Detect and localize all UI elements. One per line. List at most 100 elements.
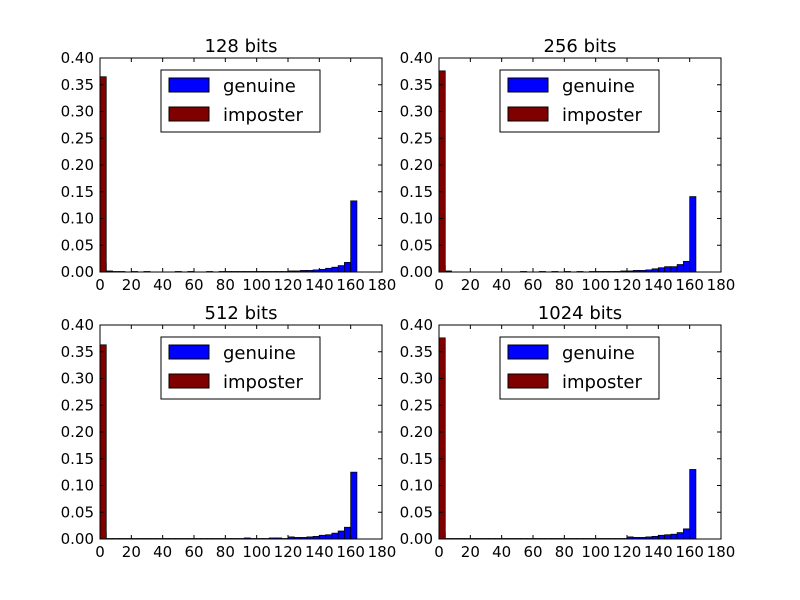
legend-label: imposter xyxy=(223,372,303,393)
y-tick-label: 0.20 xyxy=(400,423,433,441)
y-tick-label: 0.10 xyxy=(400,210,433,228)
y-tick-label: 0.30 xyxy=(61,103,94,121)
x-tick-label: 20 xyxy=(461,276,480,294)
y-tick-label: 0.15 xyxy=(400,450,433,468)
genuine-bar xyxy=(337,265,345,273)
legend-swatch xyxy=(168,344,210,360)
x-tick-label: 180 xyxy=(707,543,736,561)
x-tick-label: 120 xyxy=(613,543,642,561)
genuine-bar xyxy=(318,534,326,540)
subplot-1: 0 20 40 60 80 100 120 140 160 180 0.00 0.05 0.10 0.15… xyxy=(61,36,397,294)
genuine-bar xyxy=(344,262,352,273)
x-tick-label: 0 xyxy=(434,543,444,561)
y-tick-label: 0.15 xyxy=(400,183,433,201)
y-tick-label: 0.30 xyxy=(400,103,433,121)
genuine-bar xyxy=(664,266,672,273)
x-tick-label: 140 xyxy=(644,543,673,561)
legend-label: genuine xyxy=(562,343,635,364)
x-tick-label: 60 xyxy=(523,276,542,294)
imposter-bar xyxy=(99,344,107,540)
x-tick-label: 140 xyxy=(644,276,673,294)
y-tick-label: 0.40 xyxy=(61,316,94,334)
genuine-bar xyxy=(664,534,672,540)
legend-swatch xyxy=(168,373,210,389)
x-tick-label: 40 xyxy=(153,276,172,294)
legend-label: genuine xyxy=(223,76,296,97)
chart-title: 512 bits xyxy=(205,303,278,324)
x-tick-label: 0 xyxy=(95,276,105,294)
y-tick-label: 0.35 xyxy=(400,343,433,361)
y-tick-label: 0.20 xyxy=(61,156,94,174)
y-tick-label: 0.40 xyxy=(400,49,433,67)
y-tick-label: 0.25 xyxy=(61,396,94,414)
y-tick-label: 0.15 xyxy=(61,450,94,468)
genuine-bar xyxy=(657,267,665,273)
x-tick-label: 100 xyxy=(242,543,271,561)
y-tick-label: 0.20 xyxy=(400,156,433,174)
x-tick-label: 20 xyxy=(122,543,141,561)
subplot-2: 0 20 40 60 80 100 120 140 160 180 0.00 0.05 0.10 0.15… xyxy=(400,36,736,294)
x-tick-label: 120 xyxy=(274,276,303,294)
x-tick-label: 40 xyxy=(492,276,511,294)
y-tick-label: 0.05 xyxy=(400,236,433,254)
y-tick-label: 0.35 xyxy=(400,76,433,94)
genuine-bar xyxy=(331,532,339,540)
x-tick-label: 0 xyxy=(434,276,444,294)
genuine-bar xyxy=(337,530,345,540)
genuine-bar xyxy=(350,200,358,273)
y-tick-label: 0.15 xyxy=(61,183,94,201)
genuine-bar xyxy=(683,528,691,540)
y-tick-label: 0.35 xyxy=(61,76,94,94)
x-tick-label: 120 xyxy=(274,543,303,561)
y-tick-label: 0.00 xyxy=(400,263,433,281)
y-tick-label: 0.00 xyxy=(61,530,94,548)
y-tick-label: 0.35 xyxy=(61,343,94,361)
y-tick-label: 0.30 xyxy=(400,370,433,388)
x-tick-label: 140 xyxy=(305,276,334,294)
x-tick-label: 160 xyxy=(675,543,704,561)
chart-title: 256 bits xyxy=(544,36,617,57)
y-tick-label: 0.00 xyxy=(61,263,94,281)
imposter-bar xyxy=(99,76,107,273)
y-tick-label: 0.40 xyxy=(400,316,433,334)
y-tick-label: 0.10 xyxy=(61,477,94,495)
legend-swatch xyxy=(168,77,210,93)
x-tick-label: 180 xyxy=(368,276,397,294)
y-tick-label: 0.25 xyxy=(400,396,433,414)
x-tick-label: 180 xyxy=(707,276,736,294)
x-tick-label: 60 xyxy=(184,276,203,294)
imposter-bar xyxy=(438,337,446,540)
genuine-bar xyxy=(683,260,691,273)
chart-title: 128 bits xyxy=(205,36,278,57)
x-tick-label: 160 xyxy=(675,276,704,294)
y-tick-label: 0.40 xyxy=(61,49,94,67)
x-tick-label: 160 xyxy=(336,276,365,294)
legend-swatch xyxy=(507,373,549,389)
genuine-bar xyxy=(676,264,684,273)
genuine-bar xyxy=(676,532,684,540)
subplot-3: 0 20 40 60 80 100 120 140 160 180 0.00 0.05 0.10 0.15… xyxy=(61,303,397,561)
legend-swatch xyxy=(507,344,549,360)
y-tick-label: 0.05 xyxy=(61,503,94,521)
x-tick-label: 40 xyxy=(492,543,511,561)
genuine-bar xyxy=(344,526,352,540)
x-tick-label: 100 xyxy=(581,276,610,294)
genuine-bar xyxy=(670,533,678,540)
genuine-bar xyxy=(325,534,333,540)
y-tick-label: 0.05 xyxy=(400,503,433,521)
genuine-bar xyxy=(670,266,678,273)
legend-swatch xyxy=(507,77,549,93)
genuine-bar xyxy=(689,196,697,273)
genuine-bar xyxy=(657,534,665,540)
legend-swatch xyxy=(507,106,549,122)
legend-label: imposter xyxy=(562,372,642,393)
y-tick-label: 0.25 xyxy=(61,129,94,147)
chart-title: 1024 bits xyxy=(538,303,622,324)
x-tick-label: 100 xyxy=(242,276,271,294)
x-tick-label: 80 xyxy=(555,276,574,294)
genuine-bar xyxy=(325,267,333,273)
y-tick-label: 0.10 xyxy=(61,210,94,228)
x-tick-label: 20 xyxy=(461,543,480,561)
legend-swatch xyxy=(168,106,210,122)
